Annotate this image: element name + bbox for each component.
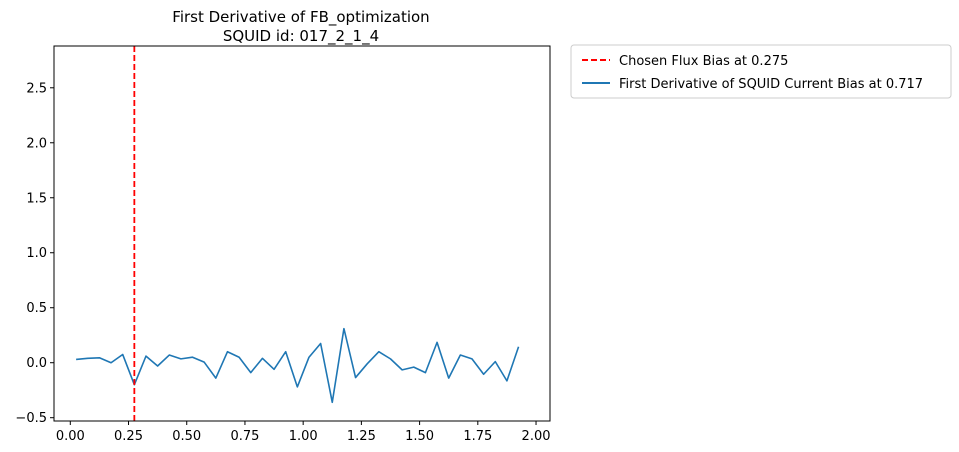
legend-box: [570, 44, 952, 99]
chart-title: First Derivative of FB_optimization: [172, 8, 429, 27]
chart-subtitle: SQUID id: 017_2_1_4: [223, 27, 379, 46]
legend-label-flux-bias: Chosen Flux Bias at 0.275: [619, 54, 788, 69]
x-tick-label: 1.50: [405, 429, 434, 444]
legend-label-derivative: First Derivative of SQUID Current Bias a…: [619, 77, 923, 92]
x-tick-label: 0.50: [172, 429, 201, 444]
x-tick-label: 0.75: [230, 429, 259, 444]
y-tick-label: 1.0: [26, 246, 47, 261]
y-tick-label: 0.5: [26, 301, 47, 316]
derivative-series-line: [76, 327, 520, 404]
x-tick-label: 1.75: [463, 429, 492, 444]
plot-area: [76, 46, 520, 421]
y-tick-label: 2.0: [26, 136, 47, 151]
y-tick-label: −0.5: [15, 411, 47, 426]
x-axis: 0.00 0.25 0.50 0.75 1.00 1.25 1.50 1.75 2.00: [56, 421, 551, 444]
x-tick-label: 0.00: [56, 429, 85, 444]
y-axis: −0.5 0.0 0.5 1.0 1.5 2.0 2.5: [15, 81, 54, 426]
y-tick-label: 1.5: [26, 191, 47, 206]
y-tick-label: 2.5: [26, 81, 47, 96]
x-tick-label: 0.25: [114, 429, 143, 444]
y-tick-label: 0.0: [26, 356, 47, 371]
plot-frame: [53, 45, 551, 422]
legend: Chosen Flux Bias at 0.275 First Derivati…: [570, 44, 952, 99]
x-tick-label: 2.00: [522, 429, 551, 444]
x-tick-label: 1.25: [347, 429, 376, 444]
x-tick-label: 1.00: [289, 429, 318, 444]
